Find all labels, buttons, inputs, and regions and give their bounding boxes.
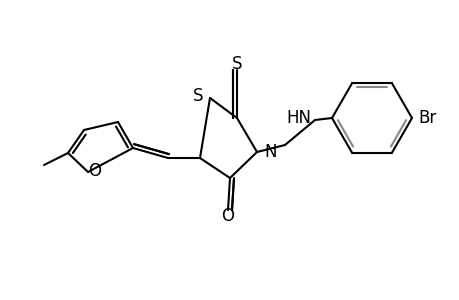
Text: HN: HN (285, 109, 310, 127)
Text: Br: Br (417, 109, 435, 127)
Text: S: S (192, 87, 202, 105)
Text: O: O (221, 207, 234, 225)
Text: N: N (263, 143, 276, 161)
Text: S: S (231, 55, 242, 73)
Text: O: O (88, 162, 101, 180)
